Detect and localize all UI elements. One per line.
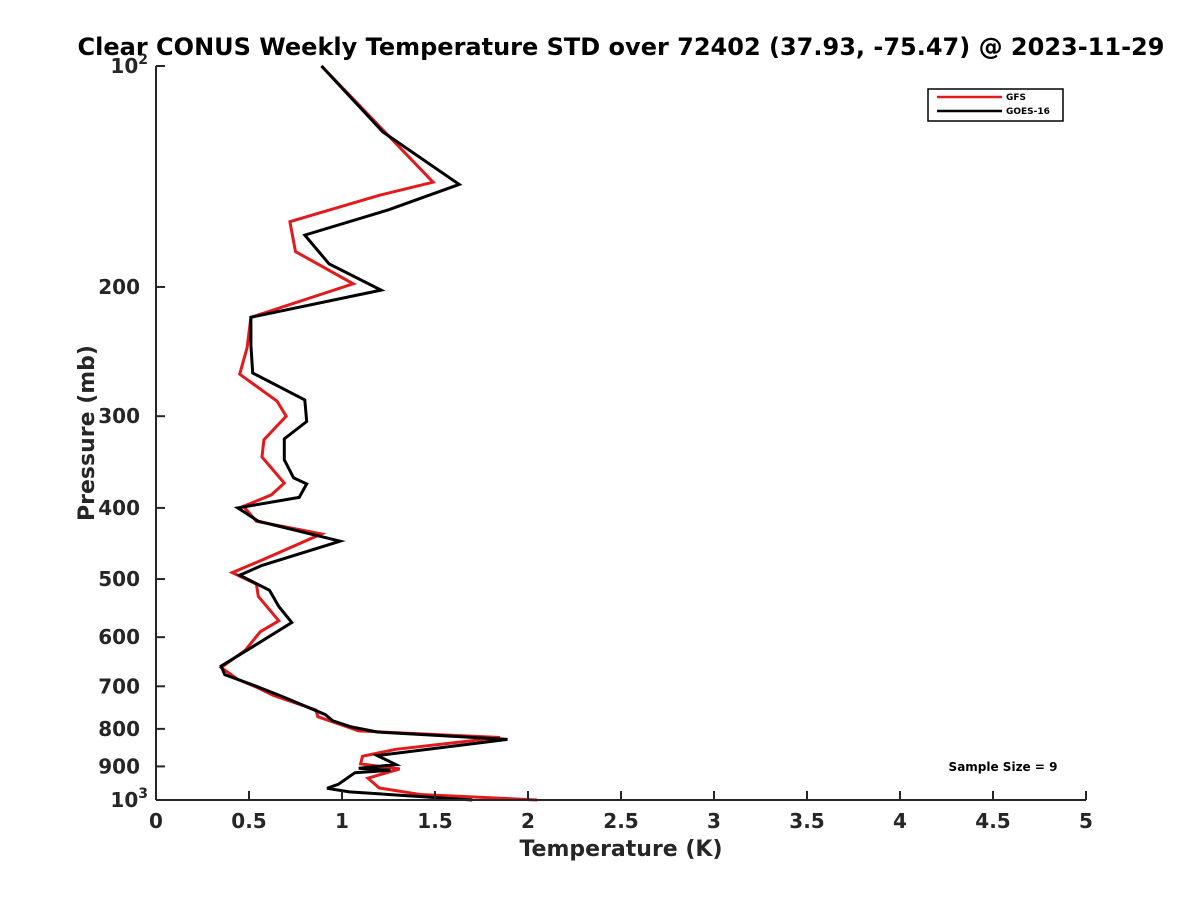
- y-tick-label: 600: [98, 625, 140, 649]
- plot-area-background: [156, 66, 1086, 800]
- y-ticks: 102 200 300 400 500 600 700 800 900 103: [98, 52, 165, 812]
- sample-size-annotation: Sample Size = 9: [949, 760, 1058, 774]
- x-tick-label: 3: [707, 809, 721, 833]
- series-line-goes-16: [219, 64, 508, 802]
- y-tick-label: 800: [98, 717, 140, 741]
- axes-face: [156, 66, 1086, 800]
- series-layer: [218, 64, 538, 802]
- x-tick-label: 0: [149, 809, 163, 833]
- x-tick-label: 2.5: [603, 809, 638, 833]
- x-tick-label: 4: [893, 809, 907, 833]
- x-tick-label: 3.5: [789, 809, 824, 833]
- x-tick-label: 4.5: [975, 809, 1010, 833]
- x-tick-label: 1: [335, 809, 349, 833]
- y-tick-label: 400: [98, 496, 140, 520]
- x-tick-label: 1.5: [417, 809, 452, 833]
- y-tick-label: 900: [98, 754, 140, 778]
- legend-label-gfs: GFS: [1006, 93, 1026, 103]
- y-tick-label: 102: [110, 52, 148, 78]
- x-tick-label: 5: [1079, 809, 1093, 833]
- y-tick-label: 500: [98, 567, 140, 591]
- legend-label-goes16: GOES-16: [1006, 107, 1050, 117]
- y-tick-label: 700: [98, 674, 140, 698]
- x-tick-label: 0.5: [231, 809, 266, 833]
- x-ticks: 0 0.5 1 1.5 2 2.5 3 3.5 4 4.5 5: [149, 791, 1093, 833]
- x-axis-label: Temperature (K): [519, 837, 722, 862]
- x-tick-label: 2: [521, 809, 535, 833]
- y-tick-label: 300: [98, 404, 140, 428]
- legend-box: [927, 88, 1064, 122]
- legend: GFS GOES-16: [927, 88, 1064, 122]
- chart-title: Clear CONUS Weekly Temperature STD over …: [78, 33, 1165, 61]
- y-tick-label: 103: [110, 786, 148, 812]
- y-tick-label: 200: [98, 275, 140, 299]
- y-axis-label: Pressure (mb): [75, 345, 100, 521]
